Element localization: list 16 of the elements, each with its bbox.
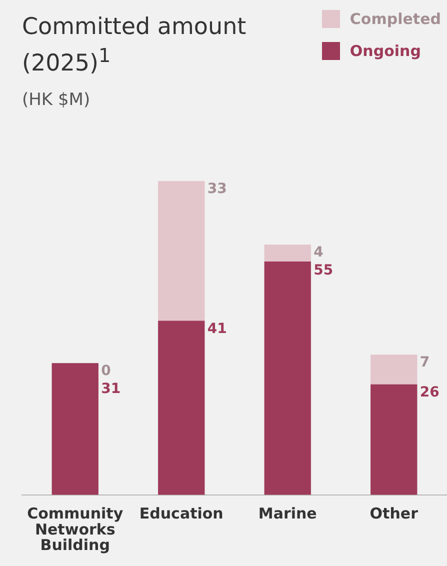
- data-label: 31: [101, 381, 121, 398]
- data-label: 26: [420, 384, 440, 400]
- legend-label: Ongoing: [350, 42, 421, 60]
- chart-subtitle: (HK $M): [22, 90, 90, 110]
- x-tick-label: Education: [139, 504, 224, 523]
- data-label: 0: [101, 363, 112, 380]
- legend-label: Completed: [350, 10, 441, 28]
- data-label: 4: [314, 244, 324, 261]
- x-tick-label: Community Networks Building: [27, 504, 124, 554]
- x-tick-label: Other: [370, 504, 419, 523]
- data-label: 33: [207, 181, 227, 198]
- data-label: 55: [314, 262, 334, 279]
- chart-title: Committed amount (2025)$^{1}$: [22, 13, 248, 79]
- data-label: 41: [207, 320, 227, 337]
- x-tick-label: Marine: [258, 504, 317, 523]
- data-label: 7: [420, 354, 430, 371]
